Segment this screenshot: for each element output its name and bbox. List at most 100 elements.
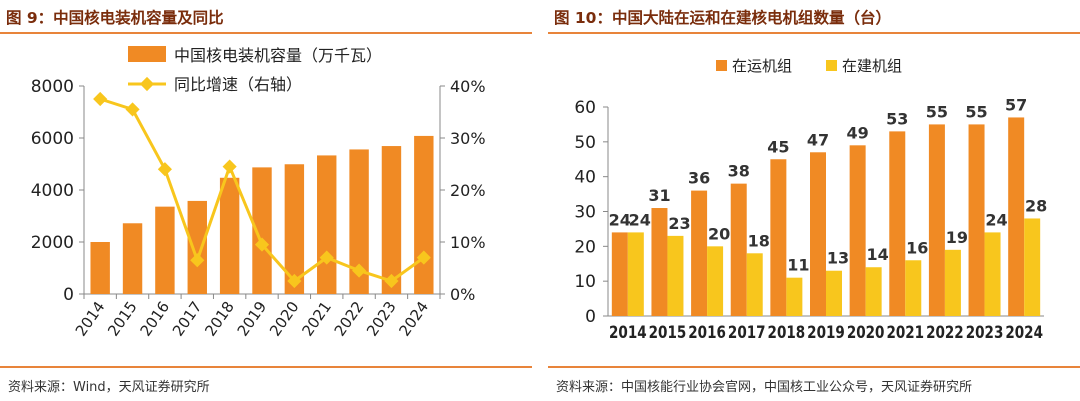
construction-data-label: 18 — [748, 231, 770, 250]
y-tick-label-right: 20% — [450, 181, 486, 200]
x-tick-label: 2023 — [363, 298, 400, 340]
yoy-point — [125, 102, 140, 117]
operating-bar — [691, 190, 708, 316]
capacity-bar — [219, 177, 240, 294]
x-tick-label: 2022 — [331, 298, 368, 340]
x-tick-label: 2021 — [298, 298, 335, 340]
operating-bar — [968, 124, 985, 317]
chart-title: 图 10：中国大陆在运和在建核电机组数量（台） — [554, 9, 891, 27]
chart-panel-capacity: 图 9：中国核电装机容量及同比 0 2000 4000 6000 8000 0% 10% 20… — [0, 0, 532, 401]
legend-marker-growth — [139, 76, 155, 92]
construction-bar — [826, 270, 842, 316]
operating-data-label: 38 — [728, 162, 750, 181]
construction-bar — [707, 246, 724, 316]
yoy-point — [254, 237, 270, 252]
source-note: 资料来源：中国核能行业协会官网，中国核工业公众号，天风证券研究所 — [556, 380, 973, 395]
legend-swatch-construction — [826, 60, 837, 71]
y-tick-label: 20 — [574, 237, 596, 257]
y-tick-label-left: 4000 — [31, 181, 74, 201]
y-tick-label-left: 6000 — [31, 129, 74, 149]
yoy-point — [190, 253, 205, 268]
yoy-point — [93, 91, 108, 107]
construction-data-label: 16 — [906, 238, 928, 257]
capacity-bar — [284, 164, 305, 294]
construction-data-label: 24 — [985, 210, 1007, 229]
capacity-bar — [381, 146, 402, 294]
x-tick-label: 2024 — [395, 298, 432, 340]
capacity-bar — [317, 155, 337, 294]
source-rule — [0, 366, 532, 368]
x-tick-label: 2015 — [104, 298, 141, 340]
y-tick-label: 50 — [574, 133, 596, 153]
operating-bar — [810, 152, 826, 316]
construction-bar — [667, 235, 684, 316]
capacity-bar — [414, 135, 434, 294]
construction-bar — [905, 260, 922, 316]
legend-swatch-capacity — [128, 46, 166, 62]
y-tick-label-left: 8000 — [31, 77, 74, 97]
capacity-bar — [349, 149, 369, 294]
operating-bar — [730, 183, 747, 316]
x-tick-label: 2014 — [72, 298, 109, 340]
yoy-point — [384, 273, 399, 289]
construction-data-label: 14 — [867, 245, 889, 264]
y-tick-label-left: 0 — [63, 285, 74, 305]
construction-data-label: 23 — [668, 214, 690, 233]
operating-data-label: 45 — [767, 137, 789, 156]
operating-bar — [928, 124, 945, 317]
construction-data-label: 13 — [827, 249, 849, 268]
title-rule — [548, 32, 1080, 34]
construction-data-label: 28 — [1025, 196, 1047, 215]
construction-bar — [944, 249, 961, 316]
operating-data-label: 49 — [847, 123, 869, 142]
yoy-point — [222, 159, 237, 174]
operating-bar — [611, 232, 628, 316]
x-tick-label: 2019 — [807, 323, 845, 343]
construction-bar — [865, 267, 882, 316]
yoy-point — [319, 250, 334, 265]
x-tick-label: 2014 — [609, 323, 647, 343]
legend-swatch-operating — [716, 60, 727, 71]
x-tick-label: 2017 — [169, 298, 206, 340]
x-tick-label: 2017 — [728, 323, 766, 343]
operating-bar — [1008, 117, 1025, 316]
capacity-bar — [155, 206, 175, 294]
y-tick-label-right: 10% — [450, 233, 486, 252]
source-rule — [548, 366, 1080, 368]
y-tick-label: 0 — [585, 307, 596, 327]
operating-bar — [770, 159, 787, 316]
legend-label-operating: 在运机组 — [732, 57, 792, 75]
x-tick-label: 2016 — [688, 323, 726, 343]
x-tick-label: 2016 — [137, 298, 174, 340]
construction-bar — [627, 232, 644, 316]
y-tick-label-left: 2000 — [31, 233, 74, 253]
x-tick-label: 2021 — [886, 323, 924, 343]
yoy-point — [352, 263, 367, 278]
construction-bar — [1024, 218, 1041, 316]
legend-label-growth: 同比增速（右轴） — [174, 75, 302, 94]
operating-bar — [889, 131, 906, 316]
x-tick-label: 2018 — [201, 298, 238, 340]
chart-title: 图 9：中国核电装机容量及同比 — [6, 9, 224, 27]
x-tick-label: 2015 — [649, 323, 687, 343]
yoy-point — [416, 250, 431, 265]
operating-data-label: 55 — [965, 102, 987, 121]
construction-data-label: 19 — [946, 228, 968, 247]
legend-label-capacity: 中国核电装机容量（万千瓦） — [174, 46, 382, 65]
y-tick-label: 40 — [574, 168, 596, 188]
construction-data-label: 11 — [787, 256, 809, 275]
x-tick-label: 2020 — [266, 298, 303, 340]
yoy-point — [287, 273, 302, 289]
operating-data-label: 57 — [1005, 95, 1027, 114]
x-tick-label: 2018 — [768, 323, 806, 343]
x-tick-label: 2024 — [1005, 323, 1043, 343]
operating-data-label: 55 — [926, 102, 948, 121]
yoy-point — [157, 162, 172, 177]
x-tick-label: 2022 — [926, 323, 964, 343]
construction-data-label: 24 — [629, 210, 651, 229]
source-note: 资料来源：Wind，天风证券研究所 — [8, 380, 210, 395]
y-tick-label-right: 40% — [450, 77, 486, 96]
capacity-bar — [90, 242, 110, 294]
operating-data-label: 53 — [886, 109, 908, 128]
y-tick-label-right: 0% — [450, 285, 475, 304]
